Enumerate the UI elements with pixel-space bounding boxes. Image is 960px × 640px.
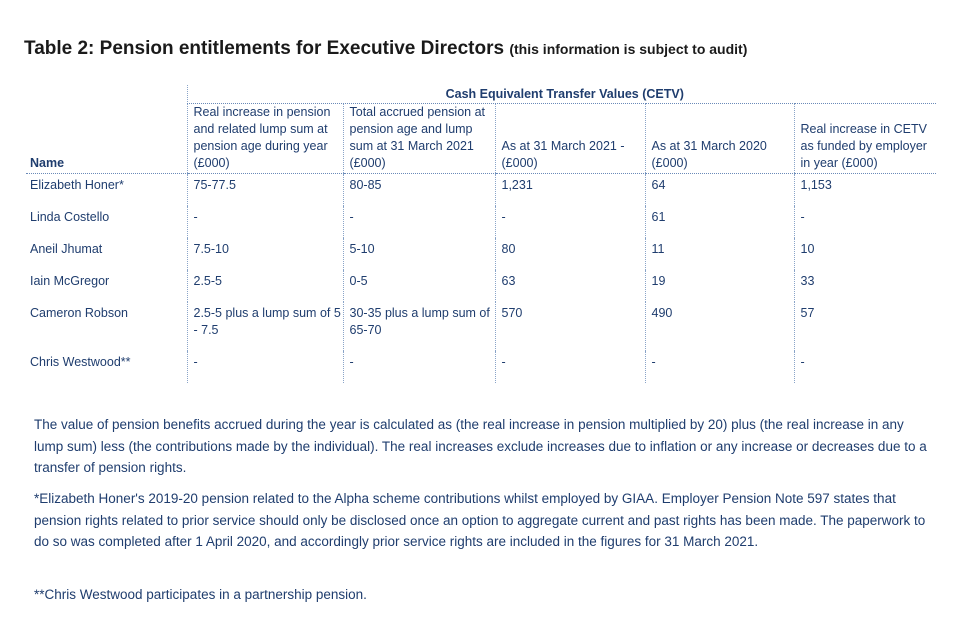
cell-total-accrued: 5-10: [342, 238, 495, 270]
cell-cetv-2020: 11: [644, 238, 794, 270]
table-row: Chris Westwood** - - - - -: [26, 351, 937, 383]
cell-name: Elizabeth Honer*: [30, 178, 124, 192]
column-header-cetv-real-increase: Real increase in CETV as funded by emplo…: [793, 103, 937, 174]
elizabeth-honer-footnote: *Elizabeth Honer's 2019-20 pension relat…: [34, 491, 926, 549]
cell-cetv-2021: 63: [494, 270, 645, 302]
cell-cetv-2020: 19: [644, 270, 794, 302]
column-header-row: Name Real increase in pension and relate…: [26, 103, 937, 174]
cell-real-increase: 2.5-5 plus a lump sum of 5 - 7.5: [186, 302, 343, 351]
cell-cetv-2021: -: [494, 206, 645, 238]
cell-real-increase: -: [186, 351, 343, 383]
column-header-name: Name: [26, 103, 187, 174]
cell-cetv-real-increase: -: [793, 206, 937, 238]
table-row: Linda Costello - - - 61 -: [26, 206, 937, 238]
calculation-note: The value of pension benefits accrued du…: [34, 417, 927, 475]
group-header-row: Cash Equivalent Transfer Values (CETV): [26, 85, 937, 104]
page-title: Table 2: Pension entitlements for Execut…: [24, 38, 747, 60]
cell-name: Aneil Jhumat: [30, 242, 103, 256]
cell-real-increase: 7.5-10: [186, 238, 343, 270]
title-subtitle: (this information is subject to audit): [509, 41, 748, 57]
cell-name: Linda Costello: [30, 210, 110, 224]
cetv-group-header: Cash Equivalent Transfer Values (CETV): [186, 85, 937, 104]
cell-cetv-2021: 570: [494, 302, 645, 351]
cell-cetv-2020: 490: [644, 302, 794, 351]
table-row: Cameron Robson 2.5-5 plus a lump sum of …: [26, 302, 937, 351]
column-header-total-accrued: Total accrued pension at pension age and…: [342, 103, 495, 174]
cell-name: Iain McGregor: [30, 274, 110, 288]
cell-total-accrued: 30-35 plus a lump sum of 65-70: [342, 302, 495, 351]
chris-westwood-footnote: **Chris Westwood participates in a partn…: [34, 587, 367, 602]
cell-cetv-2020: -: [644, 351, 794, 383]
cell-real-increase: 2.5-5: [186, 270, 343, 302]
cell-total-accrued: -: [342, 351, 495, 383]
title-main: Table 2: Pension entitlements for Execut…: [24, 38, 505, 59]
cell-cetv-real-increase: 1,153: [793, 173, 937, 206]
column-header-cetv-2021: As at 31 March 2021 - (£000): [494, 103, 645, 174]
cell-cetv-real-increase: 33: [793, 270, 937, 302]
cell-total-accrued: 0-5: [342, 270, 495, 302]
cell-real-increase: 75-77.5: [186, 173, 343, 206]
cell-cetv-real-increase: -: [793, 351, 937, 383]
table-row: Iain McGregor 2.5-5 0-5 63 19 33: [26, 270, 937, 302]
cell-name: Cameron Robson: [30, 306, 128, 320]
cell-name: Chris Westwood**: [30, 355, 131, 369]
table-row: Aneil Jhumat 7.5-10 5-10 80 11 10: [26, 238, 937, 270]
cell-cetv-real-increase: 57: [793, 302, 937, 351]
cell-cetv-2021: 1,231: [494, 173, 645, 206]
cell-real-increase: -: [186, 206, 343, 238]
cell-total-accrued: -: [342, 206, 495, 238]
cell-cetv-2020: 61: [644, 206, 794, 238]
cell-cetv-2020: 64: [644, 173, 794, 206]
pension-table: Cash Equivalent Transfer Values (CETV) N…: [26, 85, 937, 383]
table-row: Elizabeth Honer* 75-77.5 80-85 1,231 64 …: [26, 173, 937, 206]
cell-total-accrued: 80-85: [342, 173, 495, 206]
column-header-real-increase: Real increase in pension and related lum…: [186, 103, 343, 174]
cell-cetv-real-increase: 10: [793, 238, 937, 270]
column-header-cetv-2020: As at 31 March 2020 (£000): [644, 103, 794, 174]
cell-cetv-2021: 80: [494, 238, 645, 270]
cell-cetv-2021: -: [494, 351, 645, 383]
